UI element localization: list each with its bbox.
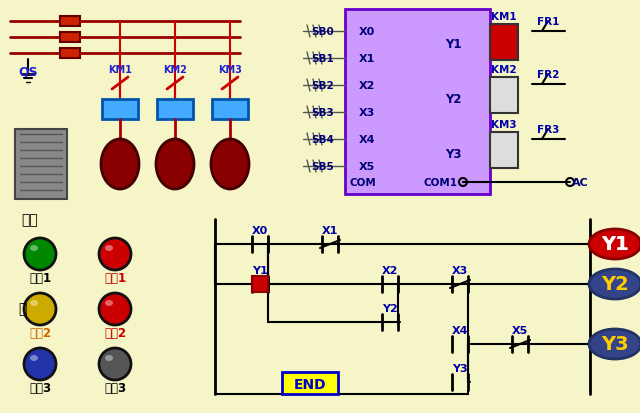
Bar (212, 100, 248, 120)
Bar (490, 25, 518, 61)
Ellipse shape (156, 140, 194, 190)
Text: SB3: SB3 (312, 108, 334, 118)
Text: Y2: Y2 (382, 303, 398, 313)
Text: 停止1: 停止1 (104, 272, 126, 285)
Text: Y2: Y2 (601, 275, 629, 294)
Text: FR3: FR3 (537, 125, 559, 135)
Ellipse shape (24, 293, 56, 325)
Text: X2: X2 (359, 81, 375, 91)
Ellipse shape (589, 329, 640, 359)
Text: END: END (294, 377, 326, 391)
Text: QS: QS (18, 65, 38, 78)
Ellipse shape (30, 355, 38, 361)
Text: 启动1: 启动1 (29, 272, 51, 285)
Ellipse shape (99, 348, 131, 380)
Text: 启动2: 启动2 (29, 327, 51, 339)
Ellipse shape (105, 355, 113, 361)
Text: KM2: KM2 (163, 65, 187, 75)
Text: X5: X5 (512, 325, 528, 335)
Ellipse shape (99, 293, 131, 325)
Text: X0: X0 (252, 225, 268, 235)
Text: KM1: KM1 (491, 12, 517, 22)
Text: Y1: Y1 (445, 38, 461, 51)
Ellipse shape (30, 245, 38, 252)
Text: X4: X4 (452, 325, 468, 335)
Ellipse shape (24, 238, 56, 271)
Bar (60, 17, 80, 27)
Text: AC: AC (572, 178, 588, 188)
Text: 停止2: 停止2 (104, 327, 126, 339)
Text: 电源: 电源 (22, 212, 38, 226)
Text: KM1: KM1 (108, 65, 132, 75)
Text: X3: X3 (359, 108, 375, 118)
Bar (102, 100, 138, 120)
Text: FR2: FR2 (537, 70, 559, 80)
Ellipse shape (105, 245, 113, 252)
Text: KM3: KM3 (491, 120, 517, 130)
Bar (345, 10, 490, 195)
Ellipse shape (211, 140, 249, 190)
Text: X4: X4 (359, 135, 375, 145)
Text: COM: COM (349, 178, 376, 188)
Text: 启动3: 启动3 (29, 382, 51, 394)
Ellipse shape (24, 348, 56, 380)
Text: SB5: SB5 (312, 161, 334, 171)
Text: Y3: Y3 (445, 148, 461, 161)
Text: 🔥: 🔥 (18, 301, 26, 315)
Text: 停止3: 停止3 (104, 382, 126, 394)
Bar (282, 372, 338, 394)
Text: SB4: SB4 (312, 135, 335, 145)
Text: X0: X0 (359, 27, 375, 37)
Text: SB2: SB2 (312, 81, 334, 91)
Text: SB0: SB0 (312, 27, 334, 37)
Bar (15, 130, 67, 199)
Text: X1: X1 (322, 225, 338, 235)
Ellipse shape (30, 300, 38, 306)
Text: KM2: KM2 (491, 65, 517, 75)
Text: X1: X1 (359, 54, 375, 64)
Text: Y1: Y1 (252, 266, 268, 275)
Bar (60, 33, 80, 43)
Text: COM1: COM1 (423, 178, 457, 188)
Text: X3: X3 (452, 266, 468, 275)
Ellipse shape (589, 269, 640, 299)
Bar (252, 276, 268, 292)
Bar (490, 78, 518, 114)
Text: X2: X2 (382, 266, 398, 275)
Ellipse shape (99, 238, 131, 271)
Text: Y1: Y1 (601, 235, 629, 254)
Text: SB1: SB1 (312, 54, 334, 64)
Bar (60, 49, 80, 59)
Ellipse shape (101, 140, 139, 190)
Bar (157, 100, 193, 120)
Ellipse shape (589, 230, 640, 259)
Text: Y3: Y3 (452, 363, 468, 373)
Text: FR1: FR1 (537, 17, 559, 27)
Text: Y2: Y2 (445, 93, 461, 106)
Text: KM3: KM3 (218, 65, 242, 75)
Text: X5: X5 (359, 161, 375, 171)
Text: Y3: Y3 (601, 335, 629, 354)
Text: Y1: Y1 (601, 235, 629, 254)
Bar (490, 133, 518, 169)
Ellipse shape (105, 300, 113, 306)
